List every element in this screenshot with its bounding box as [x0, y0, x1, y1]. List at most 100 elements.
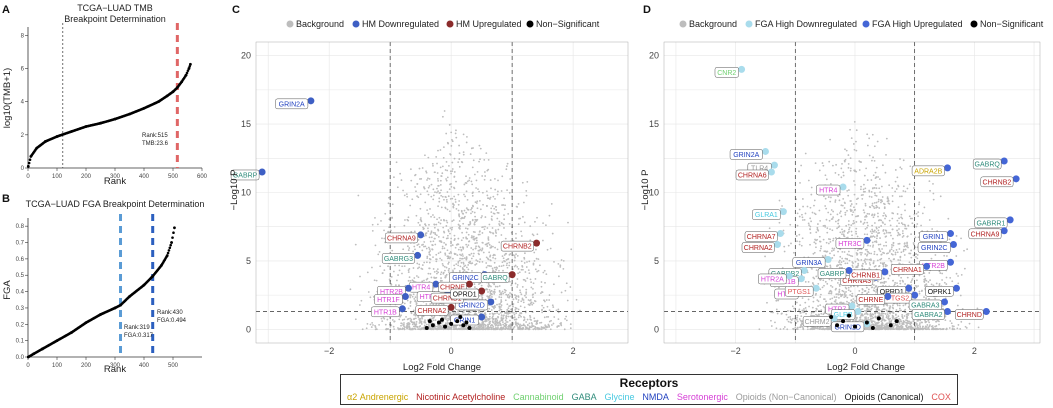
background-point	[493, 292, 496, 295]
background-point	[413, 318, 415, 321]
background-point	[872, 205, 875, 208]
background-point	[481, 328, 483, 331]
background-point	[429, 250, 432, 252]
background-point	[803, 308, 805, 310]
background-point	[951, 280, 954, 283]
background-point	[430, 236, 433, 239]
background-point	[488, 296, 491, 299]
background-point	[910, 284, 913, 286]
background-point	[877, 280, 879, 283]
background-point	[847, 163, 850, 165]
background-point	[466, 237, 469, 240]
background-point	[472, 248, 475, 251]
background-point	[850, 200, 852, 202]
background-point	[903, 315, 906, 317]
background-point	[831, 229, 834, 232]
background-point	[459, 257, 462, 260]
background-point	[435, 260, 438, 263]
background-point	[412, 267, 415, 269]
background-point	[493, 212, 496, 215]
background-point	[413, 245, 416, 248]
background-point	[536, 233, 539, 236]
background-point	[540, 321, 543, 324]
background-point	[951, 328, 954, 331]
background-point	[458, 220, 461, 222]
background-point	[517, 267, 520, 270]
background-point	[485, 316, 488, 319]
background-point	[943, 281, 946, 284]
background-point	[378, 323, 380, 326]
background-point	[452, 270, 454, 273]
background-point	[468, 240, 470, 243]
background-point	[450, 241, 453, 244]
background-point	[840, 215, 843, 218]
background-point	[493, 266, 496, 269]
background-point	[892, 318, 894, 320]
background-point	[801, 219, 804, 221]
background-point	[815, 246, 817, 249]
background-point	[798, 308, 801, 311]
background-point	[411, 328, 414, 331]
rank-point	[169, 243, 172, 247]
background-point	[465, 270, 468, 273]
gene-label-box	[374, 294, 403, 305]
background-point	[527, 299, 530, 301]
background-point	[449, 153, 451, 155]
background-point	[486, 295, 489, 298]
background-point	[486, 194, 489, 197]
nonsig-point	[436, 320, 441, 325]
background-point	[427, 323, 430, 326]
background-point	[429, 208, 431, 210]
background-point	[879, 262, 882, 264]
background-point	[885, 280, 887, 283]
background-point	[446, 249, 449, 252]
background-point	[361, 328, 364, 331]
background-point	[550, 203, 553, 205]
background-point	[444, 316, 447, 319]
x-tick-label: 0	[26, 363, 30, 369]
background-point	[410, 318, 413, 321]
background-point	[892, 316, 895, 318]
background-point	[489, 326, 492, 329]
background-point	[525, 291, 528, 294]
background-point	[858, 304, 861, 307]
background-point	[433, 226, 436, 229]
background-point	[375, 279, 378, 282]
background-point	[855, 129, 858, 132]
legend-c-background: Background	[296, 19, 344, 29]
rank-point	[113, 117, 117, 121]
background-point	[418, 263, 421, 266]
background-point	[479, 230, 481, 233]
background-point	[822, 225, 825, 227]
background-point	[430, 230, 433, 233]
background-point	[493, 253, 495, 256]
background-point	[872, 245, 874, 248]
background-point	[493, 283, 496, 286]
background-point	[879, 191, 882, 194]
background-point	[540, 281, 543, 283]
background-point	[534, 268, 537, 271]
background-point	[426, 255, 429, 258]
background-point	[476, 326, 478, 329]
background-point	[409, 204, 412, 207]
background-point	[514, 322, 517, 324]
background-point	[421, 167, 424, 169]
background-point	[503, 208, 506, 211]
background-point	[424, 319, 426, 322]
background-point	[899, 166, 902, 169]
background-point	[834, 199, 837, 202]
background-point	[433, 277, 436, 279]
background-point	[517, 308, 520, 311]
background-point	[394, 284, 397, 287]
background-point	[768, 227, 771, 230]
background-point	[430, 183, 433, 186]
background-point	[406, 299, 409, 302]
background-point	[454, 325, 457, 327]
background-point	[391, 249, 394, 252]
background-point	[392, 270, 395, 273]
background-point	[424, 154, 426, 157]
background-point	[396, 279, 398, 282]
rank-point	[151, 274, 155, 278]
background-point	[435, 328, 438, 330]
background-point	[569, 327, 572, 330]
